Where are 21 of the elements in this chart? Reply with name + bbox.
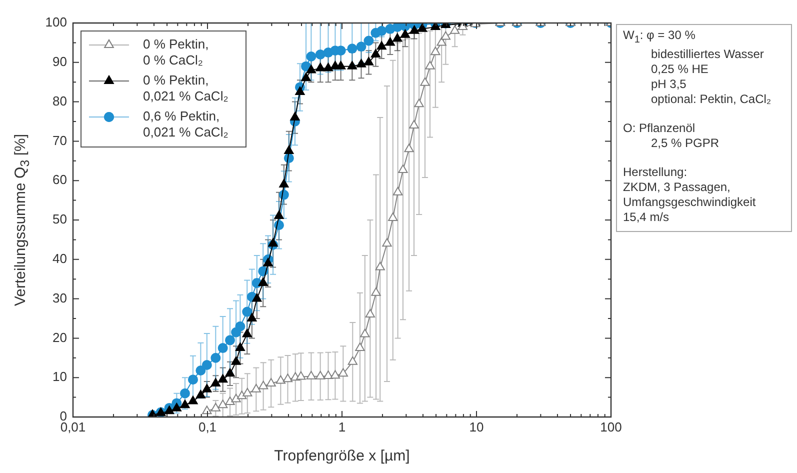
x-tick-label: 100 [600,419,622,434]
text: O: Pflanzenöl 2,5 % PGPR [623,121,720,152]
legend-label: 0,6 % Pektin, 0,021 % CaCl₂ [143,108,228,140]
y-tick-label: 10 [52,369,67,384]
y-tick-label: 100 [45,14,67,30]
x-tick-label: 1 [338,419,346,434]
legend-label: 0 % Pektin, 0,021 % CaCl₂ [143,72,228,104]
y-tick-label: 30 [52,290,67,306]
x-tick-label: 10 [469,419,484,434]
x-tick-label: 0,1 [198,419,217,434]
y-tick-label: 40 [52,250,67,266]
text: W$_{1}$: φ = 30 % bidestilliertes Wasser 0,25 % HE pH 3,5 optional: Pektin, CaCl₂ [623,28,772,108]
legend-label: 0 % Pektin, 0 % CaCl₂ [143,36,209,68]
x-axis-title: Tropfengröße x [µm] [274,448,410,464]
y-tick-label: 80 [52,93,67,108]
y-tick-label: 50 [52,212,67,227]
text: Herstellung: ZKDM, 3 Passagen, Umfangsgeschwindigkeit 15,4 m/s [623,165,757,226]
y-tick-label: 70 [52,132,67,148]
y-tick-label: 60 [52,172,67,188]
y-tick-label: 20 [52,330,67,345]
y-tick-label: 90 [52,54,67,69]
